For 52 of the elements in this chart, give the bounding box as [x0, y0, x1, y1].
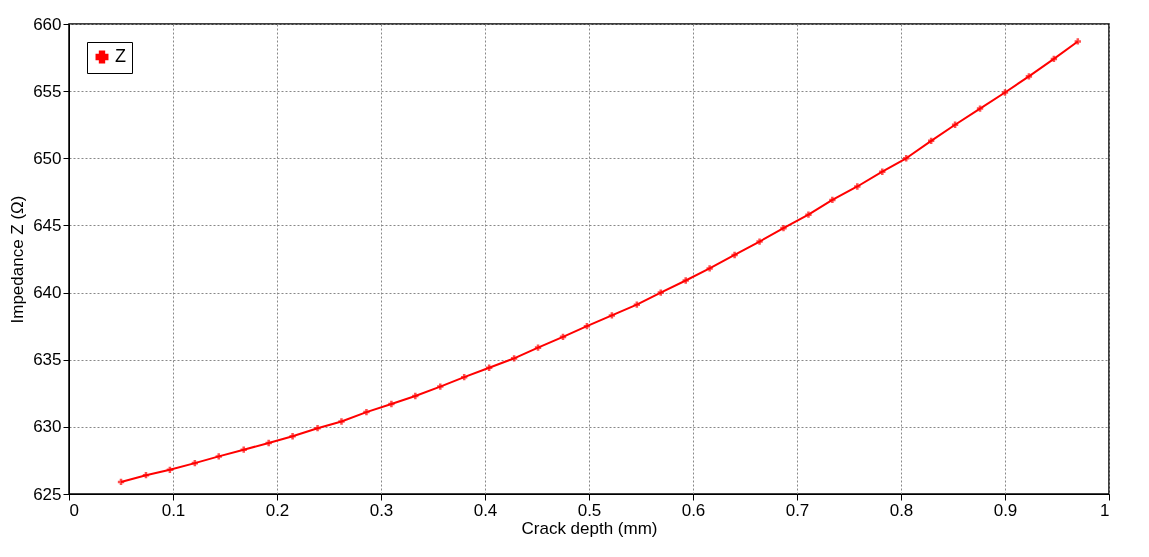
x-tick-label: 1	[1100, 500, 1110, 520]
point	[976, 105, 984, 112]
y-tick-label: 630	[33, 417, 62, 437]
point	[608, 312, 616, 319]
point	[829, 196, 836, 204]
x-tick-label: 0.9	[993, 500, 1018, 520]
point	[879, 168, 886, 175]
point	[388, 400, 395, 408]
y-axis-title: Impedance Z (Ω)	[8, 195, 28, 324]
y-tick-label: 635	[33, 350, 62, 370]
point	[437, 383, 444, 390]
x-axis-title: Crack depth (mm)	[521, 518, 658, 538]
x-tick-label: 0.4	[473, 500, 498, 520]
point	[682, 277, 689, 284]
point	[805, 211, 812, 218]
point	[903, 155, 910, 162]
y-tick-label: 645	[33, 215, 62, 235]
point	[510, 355, 518, 362]
point	[265, 439, 272, 447]
x-tick-label: 0.1	[161, 500, 186, 520]
point	[289, 433, 296, 440]
point	[338, 418, 345, 425]
x-tick-label: 0.6	[681, 500, 706, 520]
x-tick-label: 0.8	[889, 500, 914, 520]
x-tick-label: 0.7	[785, 500, 810, 520]
point	[657, 289, 664, 296]
point	[731, 251, 738, 259]
point	[633, 301, 640, 308]
point	[314, 425, 321, 432]
point	[854, 183, 861, 190]
legend-label: Z	[115, 46, 126, 66]
point	[240, 446, 247, 453]
point	[1001, 89, 1009, 96]
point	[215, 453, 222, 460]
y-tick-label: 655	[33, 81, 62, 101]
point	[1074, 38, 1081, 45]
y-tick-label: 640	[33, 283, 62, 303]
y-tick-label: 625	[33, 484, 62, 504]
x-tick-label: 0	[69, 500, 79, 520]
point	[534, 344, 542, 351]
y-tick-label: 660	[33, 14, 62, 34]
point	[412, 392, 419, 400]
x-tick-label: 0.2	[265, 500, 290, 520]
point	[951, 121, 959, 128]
x-tick-label: 0.3	[369, 500, 394, 520]
point	[706, 265, 713, 272]
point	[363, 408, 370, 416]
point	[780, 224, 787, 232]
point	[756, 238, 763, 245]
point	[1025, 73, 1033, 80]
x-tick-label: 0.5	[577, 500, 602, 520]
y-tick-label: 650	[33, 148, 62, 168]
